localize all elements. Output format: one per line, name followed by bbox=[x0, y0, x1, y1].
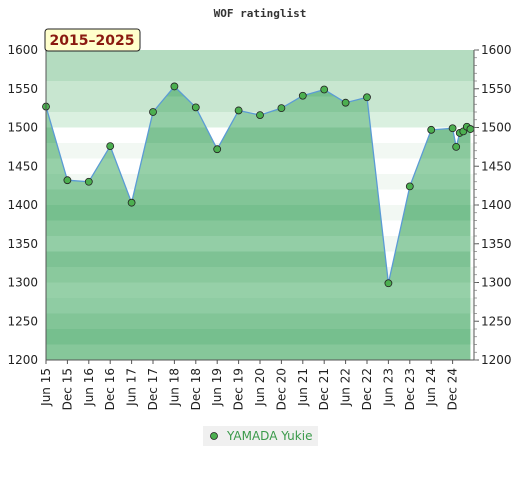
data-point bbox=[213, 145, 222, 154]
axes: 1200 1200 1250 1250 1300 1300 1350 1350 1400 1400… bbox=[7, 43, 511, 410]
x-tick-label: Jun 17 bbox=[125, 368, 139, 407]
x-tick-label: Jun 15 bbox=[39, 368, 53, 407]
x-tick-label: Dec 21 bbox=[317, 368, 331, 410]
y-tick-label-right: 1200 bbox=[481, 353, 512, 367]
y-tick-label-right: 1600 bbox=[481, 43, 512, 57]
x-tick-label: Jun 20 bbox=[253, 368, 267, 407]
data-point bbox=[384, 279, 393, 288]
x-tick-label: Jun 22 bbox=[339, 368, 353, 407]
legend-marker bbox=[210, 432, 218, 440]
area-band bbox=[46, 127, 471, 143]
y-tick-label-right: 1400 bbox=[481, 198, 512, 212]
data-point bbox=[106, 142, 115, 151]
y-tick-label-right: 1500 bbox=[481, 121, 512, 135]
data-point bbox=[127, 198, 136, 207]
data-point bbox=[341, 98, 350, 107]
legend: YAMADA Yukie bbox=[203, 426, 318, 446]
area-band bbox=[46, 313, 471, 329]
x-tick-label: Dec 22 bbox=[360, 368, 374, 410]
data-point bbox=[234, 106, 243, 115]
y-tick-label-left: 1350 bbox=[7, 237, 38, 251]
area-band bbox=[46, 236, 471, 252]
x-tick-label: Dec 24 bbox=[446, 368, 460, 410]
y-tick-label-left: 1300 bbox=[7, 276, 38, 290]
data-point bbox=[298, 91, 307, 100]
y-tick-label-left: 1450 bbox=[7, 159, 38, 173]
y-tick-label-left: 1200 bbox=[7, 353, 38, 367]
x-tick-label: Dec 15 bbox=[60, 368, 74, 410]
data-point bbox=[320, 85, 329, 94]
data-point bbox=[84, 177, 93, 186]
period-badge: 2015–2025 bbox=[44, 28, 141, 52]
x-tick-label: Dec 19 bbox=[232, 368, 246, 410]
grid-band bbox=[46, 81, 474, 97]
data-point bbox=[427, 125, 436, 134]
y-tick-label-right: 1450 bbox=[481, 159, 512, 173]
period-label: 2015–2025 bbox=[50, 33, 135, 49]
data-point bbox=[405, 182, 414, 191]
area-band bbox=[46, 329, 471, 345]
grid-band bbox=[46, 65, 474, 81]
x-tick-label: Dec 20 bbox=[274, 368, 288, 410]
data-point bbox=[363, 93, 371, 102]
data-point bbox=[170, 82, 179, 91]
x-tick-label: Jun 21 bbox=[296, 368, 310, 407]
area-band bbox=[46, 143, 471, 159]
legend-series-name: YAMADA Yukie bbox=[226, 429, 312, 443]
area-band bbox=[46, 220, 471, 236]
x-tick-label: Dec 23 bbox=[403, 368, 417, 410]
data-point bbox=[256, 111, 264, 119]
y-tick-label-right: 1550 bbox=[481, 82, 512, 96]
x-tick-label: Dec 16 bbox=[103, 368, 117, 410]
area-band bbox=[46, 251, 471, 267]
x-tick-label: Jun 16 bbox=[82, 368, 96, 407]
y-tick-label-left: 1500 bbox=[7, 121, 38, 135]
y-tick-label-right: 1300 bbox=[481, 276, 512, 290]
area-band bbox=[46, 174, 471, 190]
grid-band bbox=[46, 96, 474, 112]
area-band bbox=[46, 267, 471, 283]
area-band bbox=[46, 189, 471, 205]
x-tick-label: Jun 24 bbox=[424, 368, 438, 407]
grid-band bbox=[46, 50, 474, 66]
area-band bbox=[46, 344, 471, 360]
y-tick-label-left: 1400 bbox=[7, 198, 38, 212]
area-band bbox=[46, 298, 471, 314]
area-band bbox=[46, 158, 471, 174]
data-point bbox=[452, 142, 461, 151]
area-band bbox=[46, 282, 471, 298]
y-tick-label-right: 1250 bbox=[481, 314, 512, 328]
data-point bbox=[448, 124, 457, 133]
x-tick-label: Dec 18 bbox=[189, 368, 203, 410]
x-tick-label: Jun 19 bbox=[210, 368, 224, 407]
x-tick-label: Jun 18 bbox=[167, 368, 181, 407]
data-point bbox=[149, 108, 157, 116]
area-band bbox=[46, 205, 471, 221]
y-tick-label-left: 1550 bbox=[7, 82, 38, 96]
y-tick-label-right: 1350 bbox=[481, 237, 512, 251]
x-tick-label: Jun 23 bbox=[381, 368, 395, 407]
chart-title: WOF ratinglist bbox=[214, 7, 307, 20]
y-tick-label-left: 1600 bbox=[7, 43, 38, 57]
data-point bbox=[63, 176, 72, 185]
data-point bbox=[191, 103, 200, 112]
data-point bbox=[277, 104, 286, 113]
data-point bbox=[466, 125, 475, 133]
x-tick-label: Dec 17 bbox=[146, 368, 160, 410]
data-points bbox=[42, 82, 475, 288]
y-tick-label-left: 1250 bbox=[7, 314, 38, 328]
